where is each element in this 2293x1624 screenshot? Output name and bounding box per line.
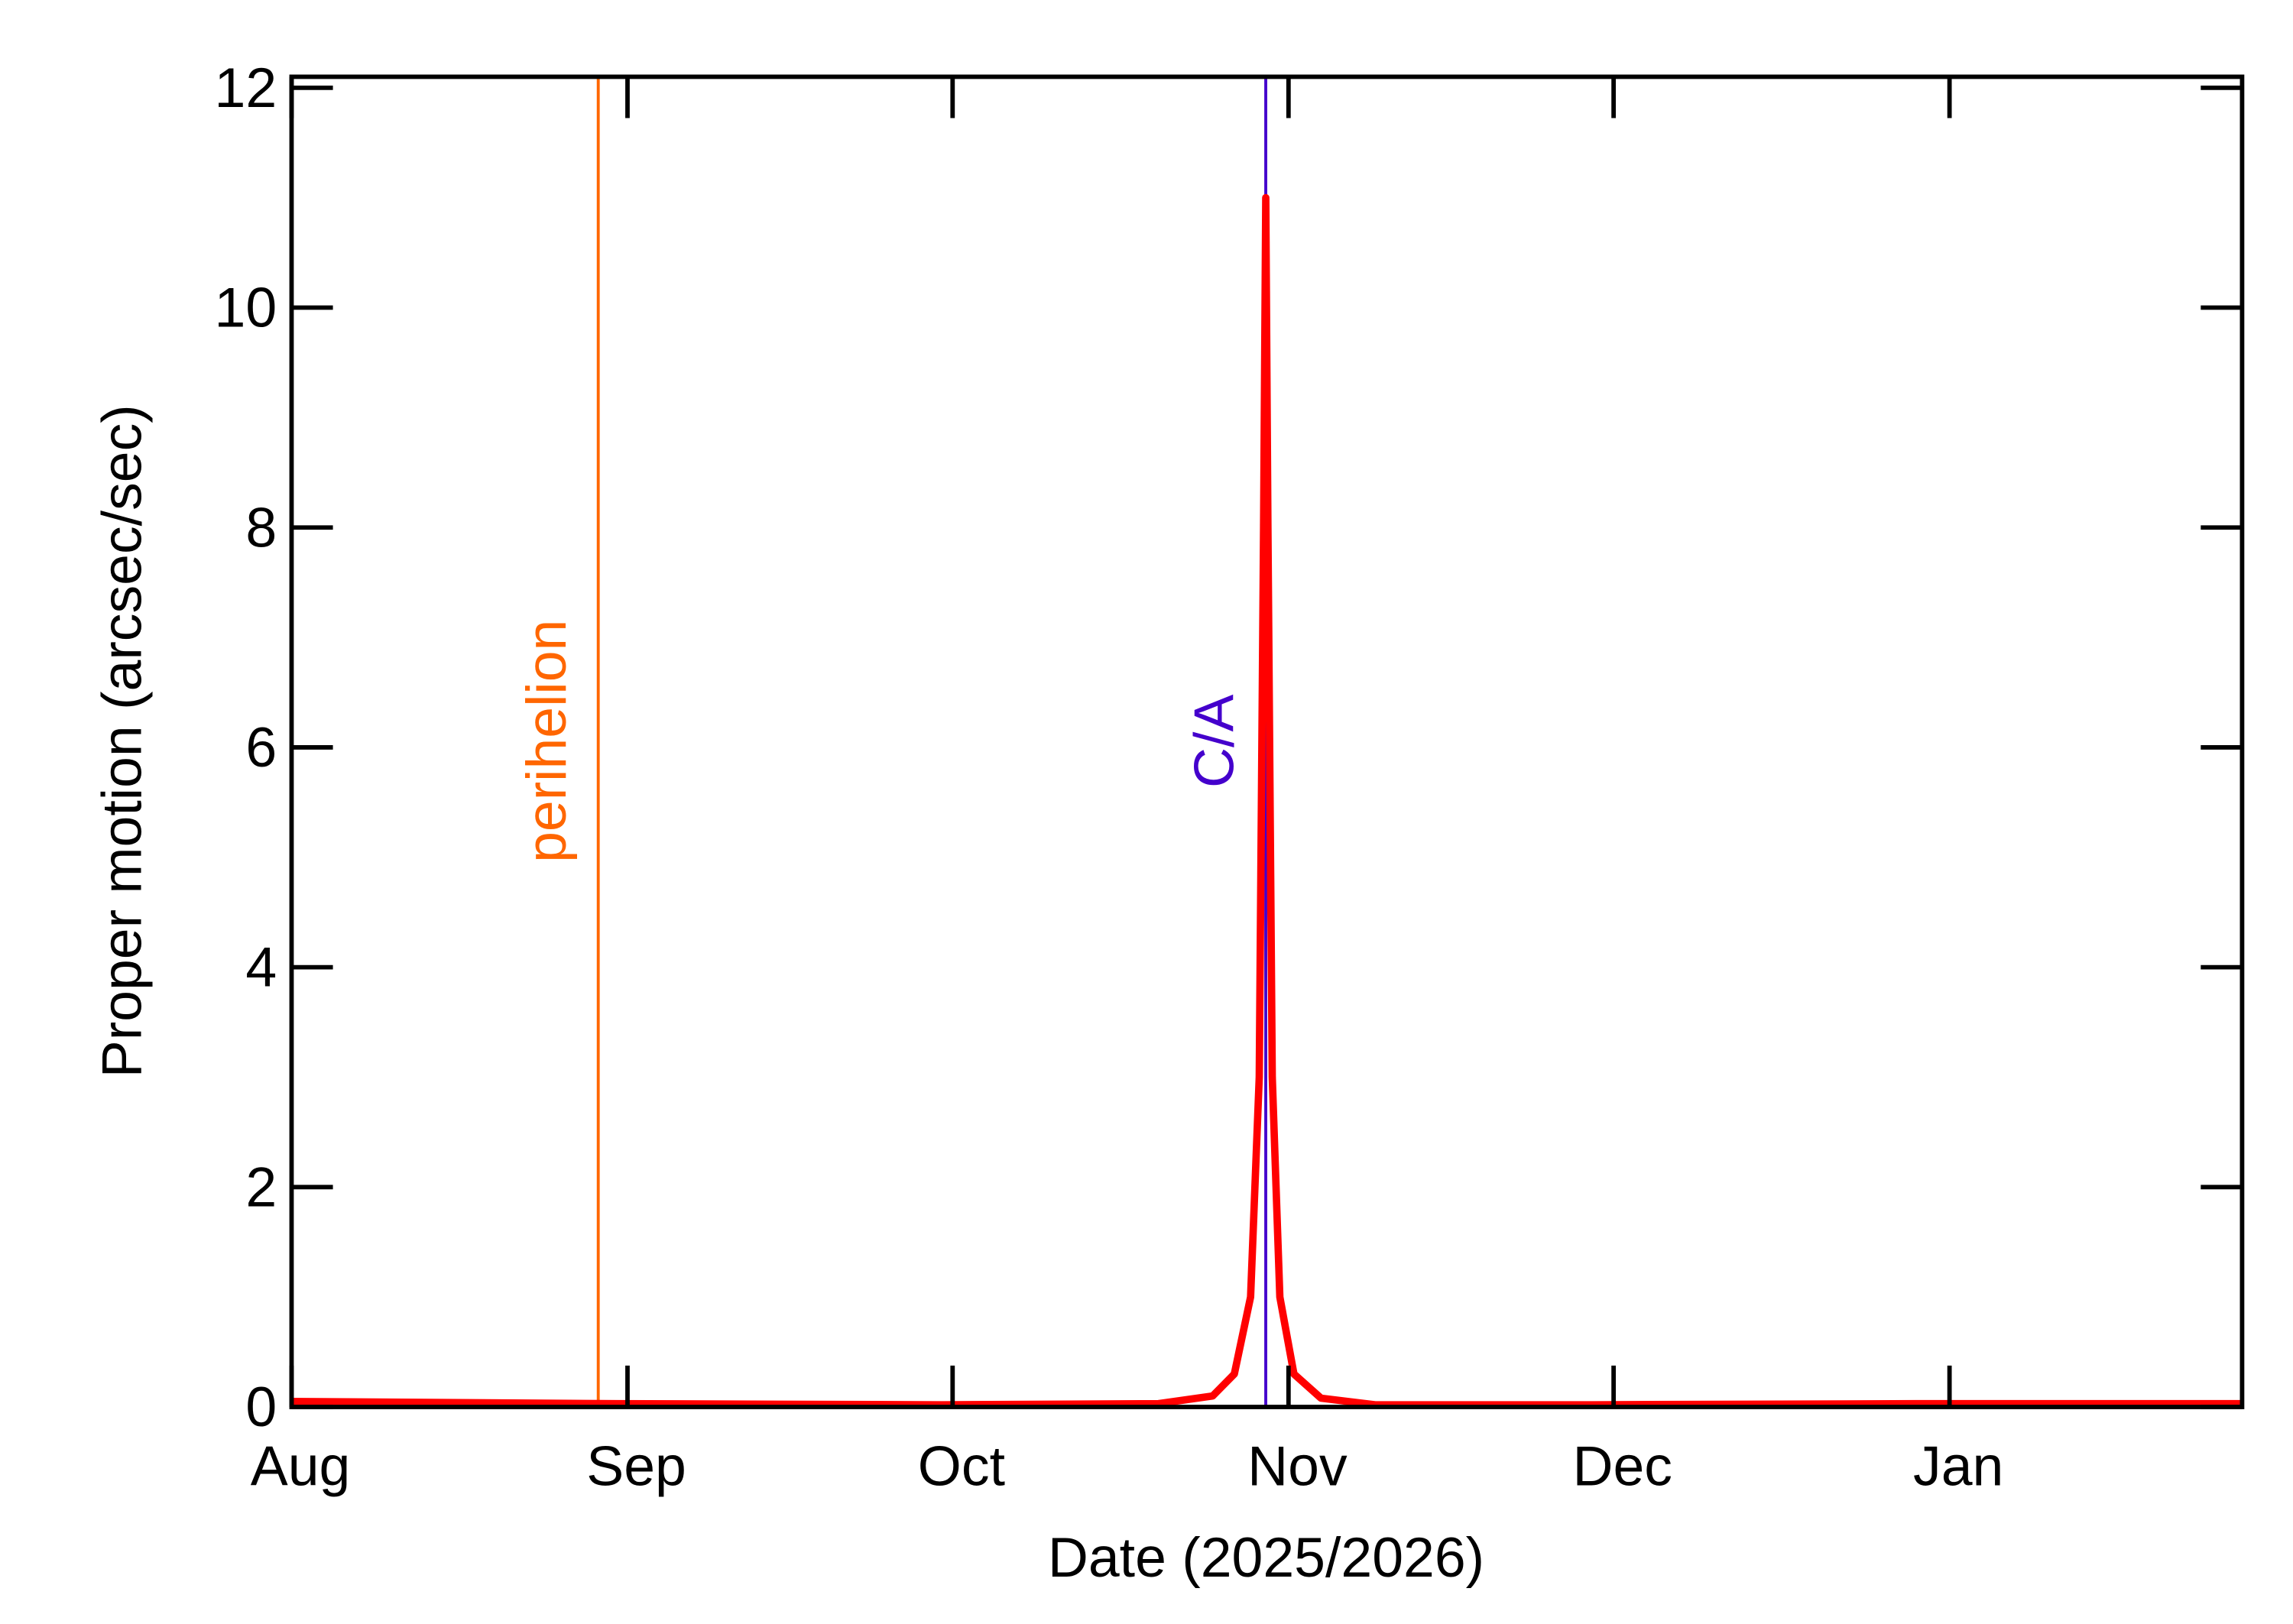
x-tick-label: Nov bbox=[1247, 1434, 1348, 1497]
x-tick-label: Sep bbox=[586, 1434, 686, 1497]
y-tick-label: 12 bbox=[215, 57, 277, 119]
x-tick-label: Oct bbox=[918, 1434, 1005, 1497]
x-tick-label: Aug bbox=[251, 1434, 351, 1497]
y-tick-label: 0 bbox=[245, 1376, 277, 1438]
y-tick-label: 4 bbox=[245, 936, 277, 999]
plot-frame bbox=[289, 74, 2245, 1409]
y-tick-label: 10 bbox=[215, 277, 277, 339]
marker-label: perihelion bbox=[515, 620, 578, 863]
x-tick-label: Dec bbox=[1572, 1434, 1672, 1497]
y-tick-label: 2 bbox=[245, 1156, 277, 1218]
x-tick-label: Jan bbox=[1913, 1434, 2003, 1497]
y-axis-label: Proper motion (arcsec/sec) bbox=[90, 404, 153, 1078]
y-tick-label: 8 bbox=[245, 496, 277, 559]
marker-label: C/A bbox=[1183, 695, 1246, 788]
y-tick-label: 6 bbox=[245, 716, 277, 779]
x-axis-label: Date (2025/2026) bbox=[1048, 1526, 1484, 1589]
